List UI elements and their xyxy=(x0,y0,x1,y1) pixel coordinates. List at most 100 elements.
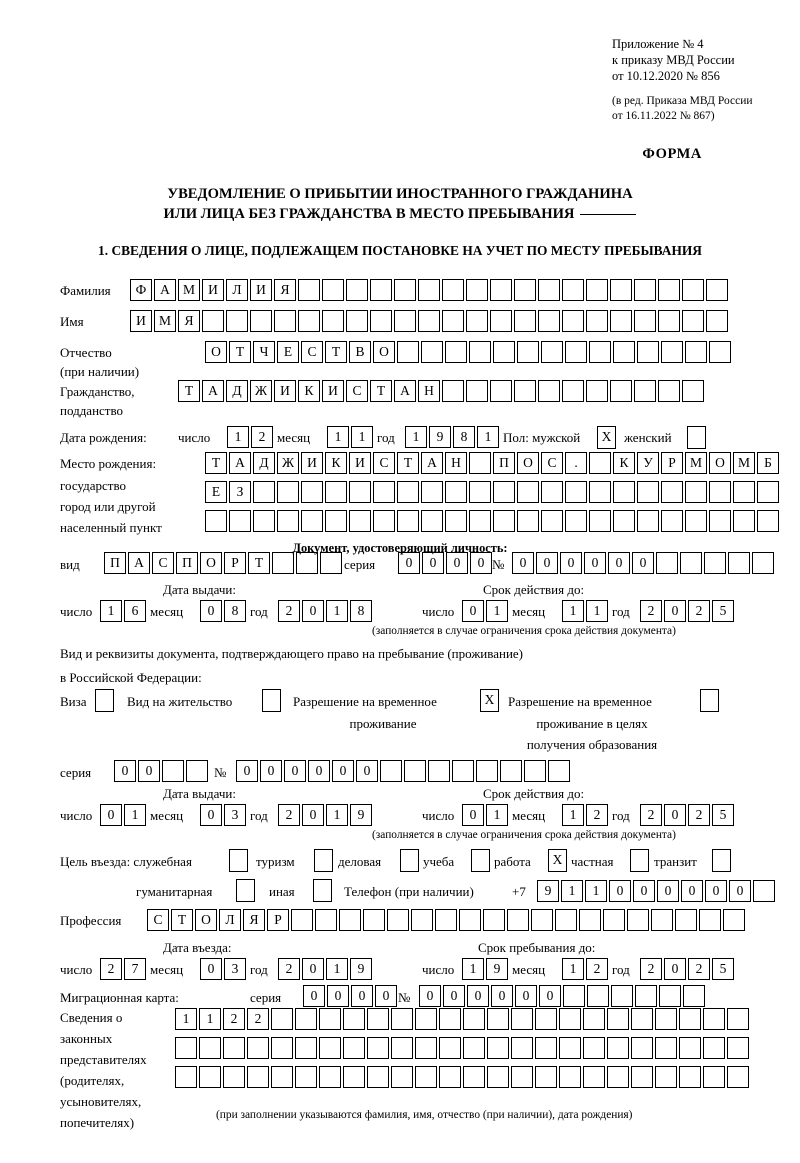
char-cell[interactable]: 1 xyxy=(561,880,583,902)
char-cell[interactable] xyxy=(500,760,522,782)
char-cell[interactable]: 0 xyxy=(539,985,561,1007)
char-cell[interactable]: 1 xyxy=(562,600,584,622)
char-cell[interactable]: 0 xyxy=(467,985,489,1007)
char-cell[interactable] xyxy=(253,481,275,503)
char-cell[interactable]: 0 xyxy=(633,880,655,902)
char-cell[interactable] xyxy=(541,510,563,532)
legal-rep-input-row-2[interactable] xyxy=(175,1037,751,1059)
char-cell[interactable]: 1 xyxy=(562,958,584,980)
char-cell[interactable] xyxy=(655,1008,677,1030)
char-cell[interactable] xyxy=(706,310,728,332)
char-cell[interactable] xyxy=(199,1037,221,1059)
char-cell[interactable]: Р xyxy=(267,909,289,931)
char-cell[interactable] xyxy=(613,510,635,532)
char-cell[interactable]: 0 xyxy=(470,552,492,574)
char-cell[interactable] xyxy=(483,909,505,931)
char-cell[interactable]: С xyxy=(147,909,169,931)
char-cell[interactable]: 8 xyxy=(453,426,475,448)
char-cell[interactable]: 0 xyxy=(462,804,484,826)
char-cell[interactable] xyxy=(682,310,704,332)
char-cell[interactable]: 0 xyxy=(138,760,160,782)
char-cell[interactable] xyxy=(466,310,488,332)
char-cell[interactable] xyxy=(631,1008,653,1030)
char-cell[interactable]: 0 xyxy=(491,985,513,1007)
char-cell[interactable]: Т xyxy=(205,452,227,474)
sex-female-checkbox[interactable] xyxy=(687,426,706,449)
char-cell[interactable] xyxy=(733,481,755,503)
char-cell[interactable] xyxy=(205,510,227,532)
char-cell[interactable]: 1 xyxy=(124,804,146,826)
char-cell[interactable]: Ж xyxy=(250,380,272,402)
char-cell[interactable] xyxy=(373,481,395,503)
char-cell[interactable] xyxy=(661,341,683,363)
char-cell[interactable]: Т xyxy=(171,909,193,931)
char-cell[interactable] xyxy=(613,481,635,503)
char-cell[interactable] xyxy=(507,909,529,931)
char-cell[interactable]: 0 xyxy=(114,760,136,782)
char-cell[interactable] xyxy=(493,481,515,503)
char-cell[interactable] xyxy=(295,1066,317,1088)
char-cell[interactable]: 0 xyxy=(375,985,397,1007)
char-cell[interactable] xyxy=(421,341,443,363)
char-cell[interactable]: 3 xyxy=(224,958,246,980)
char-cell[interactable]: 0 xyxy=(302,600,324,622)
char-cell[interactable] xyxy=(346,310,368,332)
char-cell[interactable]: 1 xyxy=(175,1008,197,1030)
char-cell[interactable] xyxy=(679,1008,701,1030)
char-cell[interactable]: 0 xyxy=(302,804,324,826)
char-cell[interactable]: Ж xyxy=(277,452,299,474)
char-cell[interactable]: 0 xyxy=(632,552,654,574)
char-cell[interactable] xyxy=(320,552,342,574)
char-cell[interactable] xyxy=(253,510,275,532)
char-cell[interactable] xyxy=(733,510,755,532)
char-cell[interactable]: 1 xyxy=(199,1008,221,1030)
purpose-official-checkbox[interactable] xyxy=(229,849,248,872)
char-cell[interactable]: 2 xyxy=(640,804,662,826)
char-cell[interactable]: 0 xyxy=(200,804,222,826)
char-cell[interactable] xyxy=(728,552,750,574)
char-cell[interactable] xyxy=(682,279,704,301)
char-cell[interactable] xyxy=(319,1066,341,1088)
char-cell[interactable]: 2 xyxy=(223,1008,245,1030)
char-cell[interactable] xyxy=(490,279,512,301)
char-cell[interactable]: А xyxy=(128,552,150,574)
char-cell[interactable] xyxy=(538,310,560,332)
char-cell[interactable] xyxy=(661,510,683,532)
char-cell[interactable]: 1 xyxy=(585,880,607,902)
char-cell[interactable] xyxy=(487,1008,509,1030)
char-cell[interactable]: 2 xyxy=(586,804,608,826)
purpose-work-checkbox[interactable]: X xyxy=(548,849,567,872)
char-cell[interactable]: 0 xyxy=(419,985,441,1007)
char-cell[interactable] xyxy=(538,279,560,301)
char-cell[interactable] xyxy=(272,552,294,574)
char-cell[interactable] xyxy=(675,909,697,931)
char-cell[interactable]: П xyxy=(176,552,198,574)
char-cell[interactable]: З xyxy=(229,481,251,503)
char-cell[interactable] xyxy=(511,1037,533,1059)
char-cell[interactable]: Б xyxy=(757,452,779,474)
char-cell[interactable]: 2 xyxy=(278,804,300,826)
char-cell[interactable] xyxy=(727,1008,749,1030)
char-cell[interactable] xyxy=(709,510,731,532)
char-cell[interactable]: О xyxy=(517,452,539,474)
purpose-tourism-checkbox[interactable] xyxy=(314,849,333,872)
char-cell[interactable] xyxy=(634,279,656,301)
char-cell[interactable] xyxy=(655,1037,677,1059)
char-cell[interactable] xyxy=(319,1037,341,1059)
char-cell[interactable] xyxy=(531,909,553,931)
char-cell[interactable]: 1 xyxy=(326,600,348,622)
char-cell[interactable]: Л xyxy=(226,279,248,301)
char-cell[interactable] xyxy=(487,1066,509,1088)
char-cell[interactable]: Т xyxy=(370,380,392,402)
